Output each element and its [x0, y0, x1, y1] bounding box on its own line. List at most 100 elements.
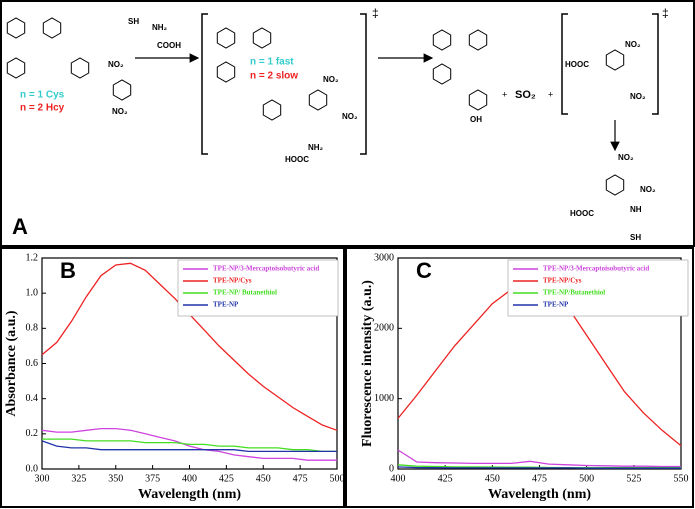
series-line — [41, 427, 337, 461]
scheme-label: n = 1 Cys — [20, 90, 65, 101]
scheme-label: SO₂ — [515, 89, 536, 101]
series-line — [397, 449, 681, 468]
y-tick-label: 3000 — [374, 252, 394, 263]
y-axis-label: Fluorescence intensity (a.u.) — [360, 280, 375, 447]
chem-label: NO₂ — [625, 40, 641, 49]
bracket — [360, 13, 367, 155]
chem-label: NO₂ — [323, 75, 339, 84]
y-tick-label: 1000 — [374, 393, 394, 404]
scheme-label: n = 2 slow — [250, 71, 298, 82]
legend-label: TPE-NP/3-Mercaptoisobutyric acid — [543, 265, 649, 273]
chem-label: OH — [470, 115, 482, 124]
ring — [42, 17, 62, 39]
chem-label: NO₂ — [618, 153, 634, 162]
x-tick-label: 375 — [145, 473, 160, 484]
x-axis-label: Wavelength (nm) — [488, 487, 591, 502]
ring — [70, 57, 90, 79]
y-tick-label: 0.6 — [26, 358, 39, 369]
chem-label: HOOC — [570, 209, 594, 218]
scheme-label: ‡ — [372, 6, 379, 20]
x-tick-label: 400 — [182, 473, 197, 484]
chem-label: COOH — [157, 41, 181, 50]
reaction-scheme: A n = 1 Cys n = 2 Hcy n = 1 fast n = 2 s… — [6, 6, 669, 242]
ring — [252, 27, 272, 49]
ring — [308, 89, 328, 111]
bracket — [561, 13, 568, 115]
y-tick-label: 1.2 — [26, 252, 39, 263]
chem-label: NO₂ — [108, 60, 124, 69]
chem-label: NH₂ — [152, 23, 168, 32]
x-tick-label: 400 — [391, 473, 406, 484]
chem-label: HOOC — [565, 60, 589, 69]
x-tick-label: 550 — [674, 473, 689, 484]
y-tick-label: 0.4 — [26, 393, 39, 404]
chem-label: NH₂ — [308, 143, 324, 152]
ring — [6, 57, 26, 79]
bracket — [652, 13, 659, 115]
y-tick-label: 0.2 — [26, 428, 39, 439]
x-tick-label: 500 — [579, 473, 594, 484]
x-tick-label: 475 — [293, 473, 308, 484]
x-tick-label: 425 — [438, 473, 453, 484]
x-tick-label: 425 — [219, 473, 234, 484]
charts: 300 325 350 375 400 425 450 475 500 0.0 0.2 0.4 0.6 0… — [4, 252, 688, 502]
y-tick-label: 0.0 — [26, 463, 39, 474]
series-line — [42, 438, 337, 453]
legend-label: TPE-NP/Cys — [543, 277, 582, 285]
ring — [216, 27, 236, 49]
chem-label: NO₂ — [342, 112, 358, 121]
chem-label: SH — [128, 17, 139, 26]
x-axis-label: Wavelength (nm) — [138, 487, 241, 502]
x-tick-label: 450 — [256, 473, 271, 484]
x-tick-label: 500 — [330, 473, 345, 484]
series-line — [41, 440, 337, 453]
panel-c-border — [345, 247, 694, 508]
x-tick-label: 350 — [108, 473, 123, 484]
scheme-label: + — [502, 89, 507, 99]
ring — [605, 174, 625, 196]
legend-label: TPE-NP — [543, 301, 569, 309]
scheme-label: + — [548, 89, 553, 99]
legend-label: TPE-NP/Cys — [213, 277, 252, 285]
structures — [6, 17, 625, 196]
panel-label: C — [416, 258, 432, 283]
x-tick-label: 450 — [485, 473, 500, 484]
y-tick-label: 0 — [389, 463, 394, 474]
chem-label: NO₂ — [640, 185, 656, 194]
x-tick-label: 525 — [626, 473, 641, 484]
panel-label: B — [60, 258, 76, 283]
ring — [432, 63, 452, 85]
legend-label: TPE-NP/Butanethiol — [543, 289, 605, 297]
ring — [605, 49, 625, 71]
ring — [112, 79, 132, 101]
legend-label: TPE-NP — [213, 301, 239, 309]
scheme-label: n = 1 fast — [250, 57, 294, 68]
ring — [468, 89, 488, 111]
chem-label: SH — [630, 233, 641, 242]
legend-label: TPE-NP/3-Mercaptoisobutyric acid — [213, 265, 319, 273]
bracket — [201, 13, 208, 155]
ring — [6, 17, 26, 39]
y-tick-label: 1.0 — [26, 287, 39, 298]
panel-a-border — [0, 0, 695, 247]
scheme-label: ‡ — [662, 6, 669, 20]
chem-label: NO₂ — [112, 107, 128, 116]
ring — [262, 99, 282, 121]
chem-label: NH — [630, 205, 642, 214]
x-tick-label: 475 — [532, 473, 547, 484]
ring — [468, 29, 488, 51]
y-tick-label: 0.8 — [26, 323, 39, 334]
y-tick-label: 2000 — [374, 323, 394, 334]
x-tick-label: 325 — [71, 473, 86, 484]
chem-label: NO₂ — [630, 92, 646, 101]
panel-label: A — [12, 214, 28, 239]
x-tick-label: 300 — [35, 473, 50, 484]
y-axis-label: Absorbance (a.u.) — [4, 310, 19, 417]
ring — [216, 61, 236, 83]
legend-label: TPE-NP/ Butanethiol — [213, 289, 277, 297]
panel-b-border — [0, 247, 345, 508]
chem-label: HOOC — [285, 155, 309, 164]
ring — [432, 29, 452, 51]
scheme-label: n = 2 Hcy — [20, 103, 65, 114]
